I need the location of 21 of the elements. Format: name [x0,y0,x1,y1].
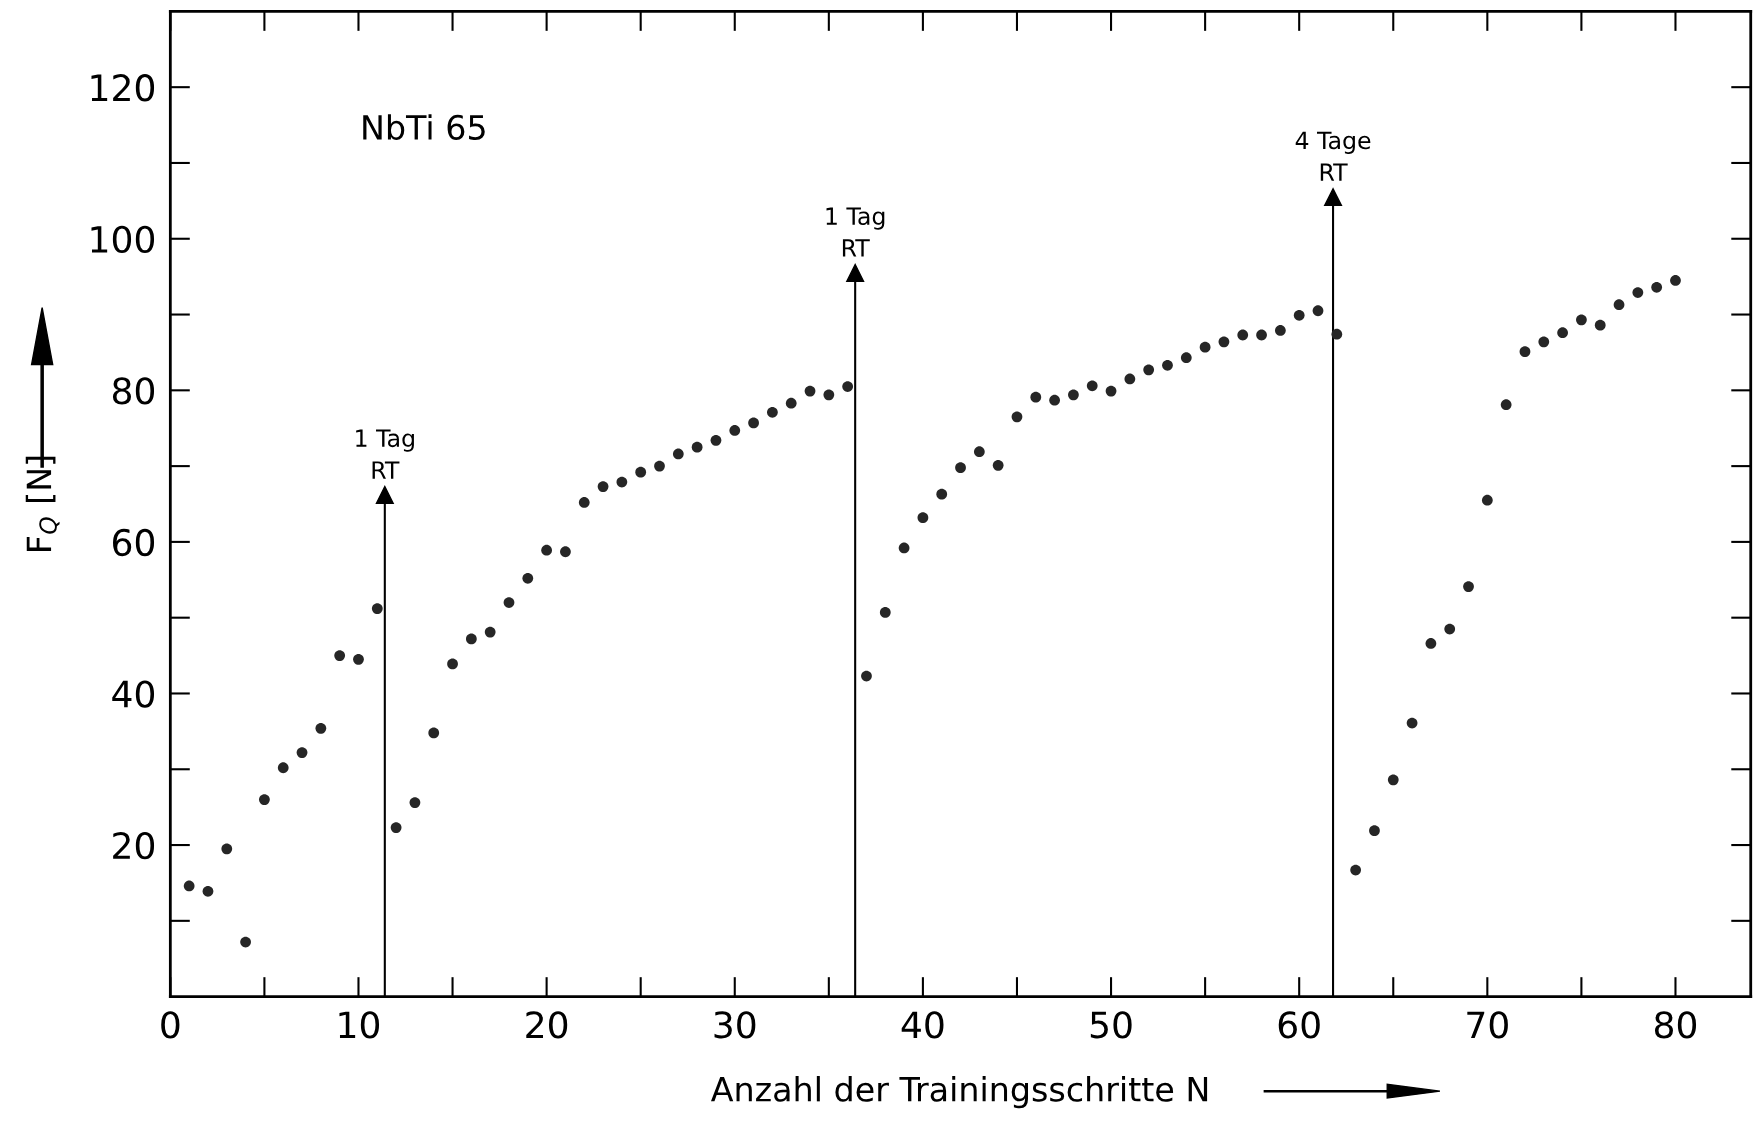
ref-line-label: 1 Tag RT [356,429,414,479]
y-tick-label: 40 [112,680,155,708]
x-tick-label: 20 [526,1011,568,1039]
ref-line-label: 1 Tag RT [826,207,885,257]
x-tick-label: 60 [1278,1011,1320,1039]
x-tick-label: 30 [714,1011,756,1039]
y-tick-label: 80 [112,377,155,405]
y-tick-label: 60 [113,528,155,557]
x-axis-title: Anzahl der Trainingsschritte N [710,1076,1208,1109]
y-axis-title: F$_{Q}$ [N] [25,456,60,551]
x-tick-label: 0 [161,1011,180,1039]
annotation: NbTi 65 [363,114,485,140]
x-tick-label: 80 [1654,1011,1697,1039]
y-tick-label: 20 [113,831,155,860]
x-tick-label: 10 [339,1011,380,1039]
y-tick-label: 120 [91,74,155,102]
y-tick-label: 100 [91,225,155,253]
ref-line-label: 4 Tage RT [1295,131,1371,181]
x-tick-label: 40 [901,1011,944,1039]
x-tick-label: 70 [1467,1011,1508,1039]
x-tick-label: 50 [1090,1011,1132,1039]
